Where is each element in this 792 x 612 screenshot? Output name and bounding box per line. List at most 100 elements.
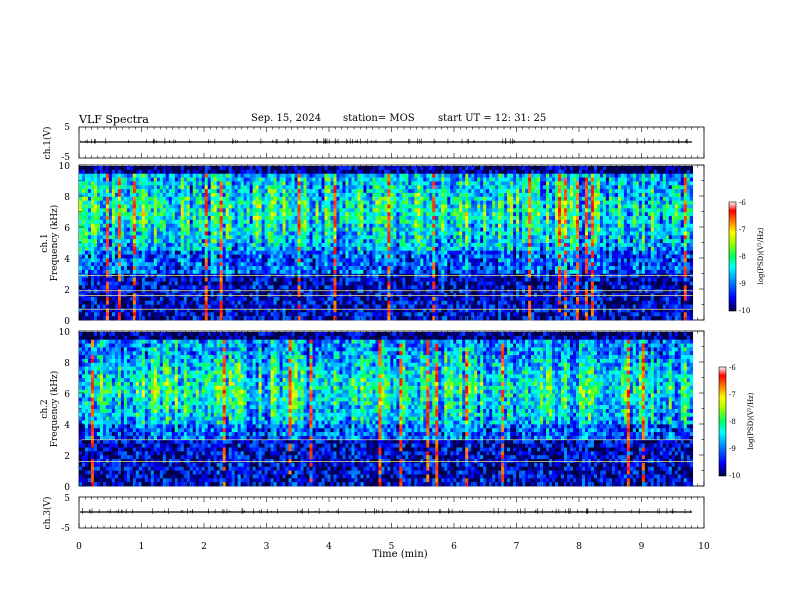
spectrogram-cell (316, 270, 319, 274)
spectrogram-cell (214, 216, 217, 220)
spectrogram-cell (91, 278, 94, 282)
spectrogram-cell (354, 247, 357, 251)
spectrogram-cell (106, 270, 109, 274)
spectrogram-cell (187, 301, 190, 305)
spectrogram-cell (366, 278, 369, 282)
spectrogram-cell (151, 258, 154, 262)
spectrogram-cell (390, 239, 393, 243)
spectrogram-cell (304, 216, 307, 220)
spectrogram-cell (112, 282, 115, 286)
spectrogram-cell (351, 285, 354, 289)
spectrogram-cell (121, 189, 124, 193)
spectrogram-cell (163, 278, 166, 282)
spectrogram-cell (241, 208, 244, 212)
spectrogram-cell (330, 185, 333, 189)
spectrogram-cell (366, 178, 369, 182)
spectrogram-cell (154, 270, 157, 274)
spectrogram-cell (97, 185, 100, 189)
spectrogram-cell (205, 193, 208, 197)
spectrogram-cell (247, 228, 250, 232)
spectrogram-cell (172, 224, 175, 228)
spectrogram-cell (259, 312, 262, 316)
spectrogram-cell (118, 201, 121, 205)
spectrogram-cell (327, 224, 330, 228)
spectrogram-cell (163, 251, 166, 255)
spectrogram-cell (313, 201, 316, 205)
spectrogram-cell (244, 166, 247, 170)
spectrogram-cell (289, 258, 292, 262)
spectrogram-cell (432, 270, 435, 274)
spectrogram-cell (151, 174, 154, 178)
spectrogram-cell (145, 274, 148, 278)
spectrogram-cell (154, 212, 157, 216)
spectrogram-cell (304, 301, 307, 305)
spectrogram-cell (301, 305, 304, 309)
spectrogram-cell (402, 197, 405, 201)
spectrogram-cell (393, 305, 396, 309)
spectrogram-cell (336, 282, 339, 286)
spectrogram-cell (214, 282, 217, 286)
spectrogram-cell (202, 285, 205, 289)
spectrogram-cell (268, 251, 271, 255)
spectrogram-cell (139, 174, 142, 178)
spectrogram-cell (154, 224, 157, 228)
spectrogram-cell (226, 170, 229, 174)
spectrogram-cell (393, 270, 396, 274)
spectrogram-cell (310, 243, 313, 247)
spectrogram-cell (220, 205, 223, 209)
spectrogram-cell (289, 285, 292, 289)
spectrogram-cell (345, 205, 348, 209)
spectrogram-cell (414, 297, 417, 301)
spectrogram-cell (384, 297, 387, 301)
spectrogram-cell (405, 216, 408, 220)
spectrogram-cell (438, 197, 441, 201)
spectrogram-cell (199, 312, 202, 316)
spectrogram-cell (166, 262, 169, 266)
spectrogram-cell (325, 197, 328, 201)
spectrogram-cell (193, 220, 196, 224)
spectrogram-cell (130, 231, 133, 235)
spectrogram-cell (139, 212, 142, 216)
spectrogram-cell (100, 201, 103, 205)
spectrogram-cell (414, 166, 417, 170)
spectrogram-cell (184, 197, 187, 201)
spectrogram-cell (405, 305, 408, 309)
spectrogram-cell (304, 278, 307, 282)
spectrogram-cell (304, 205, 307, 209)
spectrogram-cell (289, 231, 292, 235)
spectrogram-cell (79, 247, 82, 251)
spectrogram-cell (402, 239, 405, 243)
spectrogram-cell (438, 178, 441, 182)
spectrogram-cell (292, 181, 295, 185)
spectrogram-cell (342, 316, 345, 320)
spectrogram-cell (115, 251, 118, 255)
spectrogram-cell (310, 170, 313, 174)
spectrogram-cell (175, 174, 178, 178)
spectrogram-cell (438, 301, 441, 305)
spectrogram-cell (82, 212, 85, 216)
spectrogram-cell (357, 208, 360, 212)
spectrogram-cell (313, 258, 316, 262)
spectrogram-cell (232, 216, 235, 220)
spectrogram-cell (100, 220, 103, 224)
spectrogram-cell (250, 205, 253, 209)
spectrogram-cell (384, 243, 387, 247)
spectrogram-cell (316, 251, 319, 255)
spectrogram-cell (241, 212, 244, 216)
spectrogram-cell (217, 247, 220, 251)
spectrogram-cell (280, 197, 283, 201)
spectrogram-cell (238, 278, 241, 282)
spectrogram-cell (375, 274, 378, 278)
spectrogram-cell (432, 274, 435, 278)
spectrogram-cell (274, 247, 277, 251)
spectrogram-cell (274, 197, 277, 201)
spectrogram-cell (402, 274, 405, 278)
spectrogram-cell (330, 297, 333, 301)
spectrogram-cell (262, 201, 265, 205)
spectrogram-cell (360, 266, 363, 270)
spectrogram-cell (265, 266, 268, 270)
spectrogram-cell (190, 266, 193, 270)
spectrogram-cell (295, 247, 298, 251)
spectrogram-cell (184, 231, 187, 235)
spectrogram-cell (157, 282, 160, 286)
